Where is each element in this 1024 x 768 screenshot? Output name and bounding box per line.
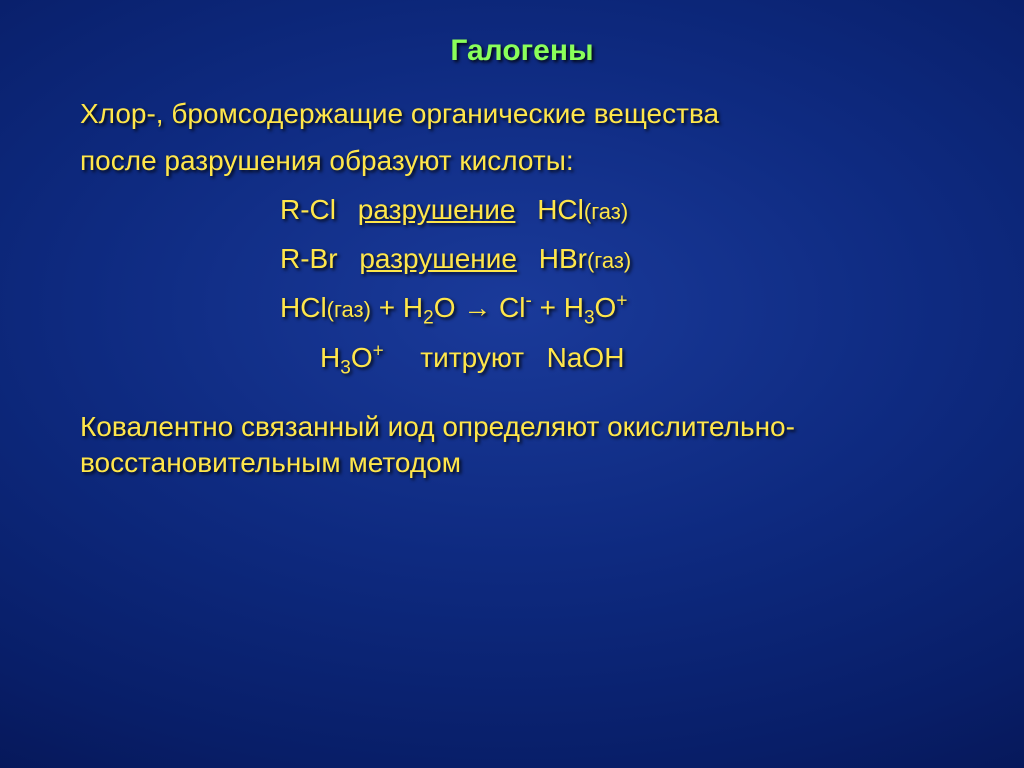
eq3-a: HCl	[280, 292, 327, 323]
eq3-e: O	[595, 292, 617, 323]
eq4-mid: титруют	[420, 342, 524, 373]
eq4-a: H	[320, 342, 340, 373]
eq3-b: + H	[371, 292, 423, 323]
eq3-supp: +	[616, 291, 627, 312]
eq3-sub2: 2	[423, 308, 434, 329]
eq4-end: NaOH	[547, 342, 625, 373]
equation-row-3: HCl(газ) + H2O → Cl- + H3O+	[80, 288, 964, 327]
eq4-b: O	[351, 342, 373, 373]
eq2-word: разрушение	[359, 243, 517, 274]
equation-row-1: R-Cl разрушение HCl(газ)	[80, 190, 964, 229]
eq1-prod: HCl	[537, 194, 584, 225]
eq1-word: разрушение	[358, 194, 516, 225]
eq4-sub3: 3	[340, 357, 351, 378]
eq3-d: + H	[532, 292, 584, 323]
eq1-gas: (газ)	[584, 199, 628, 224]
eq2-prod: HBr	[539, 243, 587, 274]
eq3-sub3: 3	[584, 308, 595, 329]
subtitle-line-2: после разрушения образуют кислоты:	[80, 143, 964, 178]
eq2-lhs: R-Br	[280, 243, 338, 274]
eq2-gas: (газ)	[587, 248, 631, 273]
eq3-gas: (газ)	[327, 297, 371, 322]
footer-line-2: восстановительным методом	[80, 445, 964, 481]
eq4-supp: +	[373, 340, 384, 361]
eq1-lhs: R-Cl	[280, 194, 336, 225]
slide-root: Галогены Хлор-, бромсодержащие органичес…	[0, 0, 1024, 768]
equation-row-4: H3O+ титруют NaOH	[80, 338, 964, 377]
footer-line-1: Ковалентно связанный иод определяют окис…	[80, 409, 964, 445]
equation-row-2: R-Br разрушение HBr(газ)	[80, 239, 964, 278]
eq3-c: O → Cl	[434, 292, 526, 323]
subtitle-line-1: Хлор-, бромсодержащие органические вещес…	[80, 96, 964, 131]
slide-title: Галогены	[80, 34, 964, 68]
